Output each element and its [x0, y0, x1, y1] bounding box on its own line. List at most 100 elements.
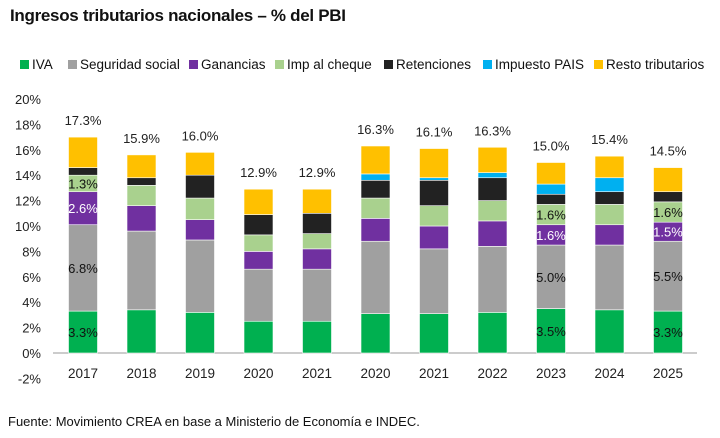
- bar-segment: [594, 309, 625, 354]
- bar-segment: [185, 219, 215, 241]
- data-label: 3.5%: [536, 324, 566, 339]
- y-tick-label: 4%: [22, 295, 41, 310]
- data-label: 3.3%: [68, 325, 98, 340]
- data-label: 2.6%: [68, 201, 98, 216]
- y-tick-label: 2%: [22, 321, 41, 336]
- y-tick-label: 18%: [15, 117, 41, 132]
- y-tick-label: 10%: [15, 219, 41, 234]
- bar-segment: [68, 136, 98, 168]
- bar-segment: [594, 155, 625, 179]
- bar-segment: [360, 173, 391, 181]
- bar-segment: [653, 167, 683, 193]
- data-label: 1.3%: [68, 176, 98, 191]
- bar-segment: [419, 248, 449, 314]
- total-label: 12.9%: [240, 165, 277, 180]
- bar-segment: [302, 213, 332, 234]
- y-tick-label: 20%: [15, 92, 41, 107]
- bar-segment: [653, 310, 683, 354]
- chart-title: Ingresos tributarios nacionales – % del …: [10, 6, 346, 25]
- data-label: 3.3%: [653, 325, 683, 340]
- legend-label: Resto tributarios: [606, 57, 705, 72]
- bar-segment: [477, 177, 508, 201]
- legend-swatch: [483, 60, 492, 69]
- bar-segment: [126, 185, 157, 206]
- data-label: 6.8%: [68, 261, 98, 276]
- bar-segment: [68, 224, 98, 312]
- legend-label: IVA: [32, 57, 53, 72]
- total-label: 15.9%: [123, 131, 160, 146]
- bar-segment: [243, 268, 274, 322]
- x-tick-label: 2021: [419, 366, 449, 381]
- bar-segment: [243, 234, 274, 252]
- bar-segment: [594, 204, 625, 226]
- y-tick-label: 14%: [15, 168, 41, 183]
- bar-segment: [536, 193, 566, 205]
- bar-segment: [302, 268, 332, 322]
- data-label: 1.6%: [536, 208, 566, 223]
- legend-swatch: [594, 60, 603, 69]
- legend-swatch: [20, 60, 29, 69]
- bar-segment: [185, 152, 215, 176]
- bar-segment: [126, 177, 157, 186]
- total-label: 17.3%: [65, 113, 102, 128]
- x-tick-label: 2023: [536, 366, 566, 381]
- data-label: 1.5%: [653, 225, 683, 240]
- bar-segment: [360, 179, 391, 199]
- bar-segment: [243, 214, 274, 236]
- bar-segment: [419, 148, 449, 179]
- bar-segment: [243, 188, 274, 215]
- y-tick-label: 6%: [22, 270, 41, 285]
- x-tick-label: 2024: [594, 366, 625, 381]
- bar-segment: [360, 145, 391, 175]
- bar-segment: [594, 224, 625, 246]
- total-label: 16.3%: [474, 123, 511, 138]
- bar-segment: [126, 309, 157, 354]
- bar-segment: [360, 240, 391, 314]
- bar-segment: [360, 218, 391, 242]
- legend-swatch: [68, 60, 77, 69]
- bar-segment: [185, 174, 215, 199]
- bar-segment: [653, 240, 683, 312]
- bar-segment: [419, 225, 449, 250]
- bar-segment: [68, 310, 98, 354]
- total-label: 16.0%: [182, 128, 219, 143]
- bar-segment: [360, 197, 391, 219]
- x-tick-label: 2019: [185, 366, 215, 381]
- x-tick-label: 2022: [477, 366, 507, 381]
- bar-segment: [536, 183, 566, 195]
- legend-label: Impuesto PAIS: [495, 57, 584, 72]
- legend-label: Retenciones: [396, 57, 471, 72]
- bar-segment: [653, 191, 683, 203]
- bar-segment: [126, 205, 157, 232]
- legend-swatch: [275, 60, 284, 69]
- source-note: Fuente: Movimiento CREA en base a Minist…: [8, 414, 420, 429]
- bar-segment: [419, 313, 449, 354]
- total-label: 15.4%: [591, 132, 628, 147]
- bar-segment: [477, 172, 508, 179]
- x-tick-label: 2021: [302, 366, 332, 381]
- data-label: 1.6%: [653, 205, 683, 220]
- y-tick-label: 12%: [15, 194, 41, 209]
- bar-segment: [126, 230, 157, 311]
- bar-segment: [68, 167, 98, 176]
- bar-segment: [477, 200, 508, 222]
- bar-segment: [243, 251, 274, 270]
- y-tick-label: 0%: [22, 346, 41, 361]
- total-label: 16.3%: [357, 122, 394, 137]
- bar-segment: [126, 154, 157, 179]
- bar-segment: [360, 313, 391, 354]
- total-label: 16.1%: [416, 125, 453, 140]
- bar-segment: [302, 233, 332, 250]
- bar-segment: [536, 308, 566, 354]
- bar-segment: [243, 320, 274, 354]
- bar-segment: [477, 146, 508, 173]
- legend-label: Ganancias: [201, 57, 266, 72]
- y-tick-label: 8%: [22, 244, 41, 259]
- total-label: 14.5%: [650, 144, 687, 159]
- data-label: 5.0%: [536, 270, 566, 285]
- y-tick-label: -2%: [18, 371, 42, 386]
- bar-segment: [477, 312, 508, 354]
- bar-segment: [419, 177, 449, 181]
